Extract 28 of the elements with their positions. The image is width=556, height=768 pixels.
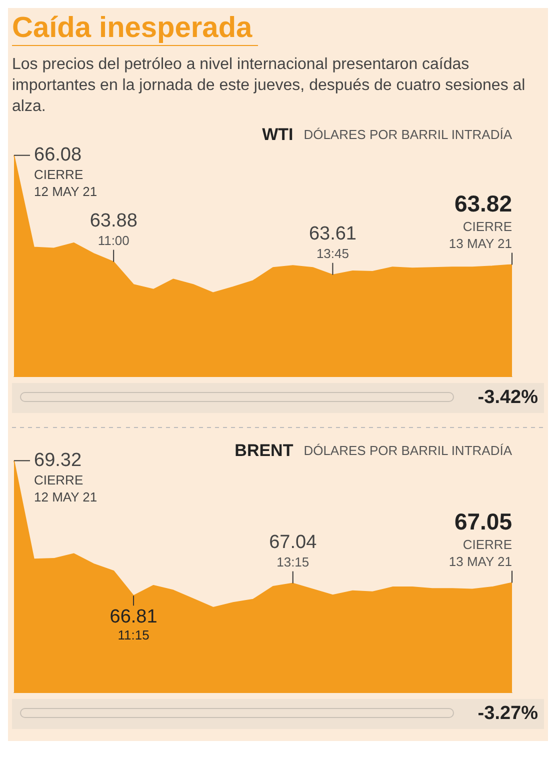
chart-subtitle: Los precios del petróleo a nivel internacional presentaron caídas importantes en la jornada de este jueves, después de cuatro sesiones al alza. xyxy=(12,55,526,117)
annotation: 12 MAY 21 xyxy=(34,489,98,504)
y-axis-title: DÓLARES POR BARRIL INTRADÍA xyxy=(304,127,512,142)
annotation: CIERRE xyxy=(34,472,84,488)
annotation: 11:15 xyxy=(118,628,150,643)
annotation: CIERRE xyxy=(462,218,512,234)
data-label: 66.81 xyxy=(110,606,158,628)
annotation: 11:00 xyxy=(98,232,130,248)
annotation: 13:45 xyxy=(316,246,349,261)
annotation: 13 MAY 21 xyxy=(448,554,512,569)
annotation: 13 MAY 21 xyxy=(448,236,512,251)
text: WTI xyxy=(262,125,294,144)
y-axis-title: DÓLARES POR BARRIL INTRADÍA xyxy=(304,443,512,458)
annotation: CIERRE xyxy=(34,166,84,182)
data-label: 67.05 xyxy=(454,508,512,535)
text: BRENT xyxy=(234,441,294,460)
chart-title: Caída inesperada xyxy=(12,12,258,46)
data-label: 63.61 xyxy=(308,224,356,245)
annotation: 12 MAY 21 xyxy=(34,184,98,199)
annotation: 13:15 xyxy=(276,554,310,570)
data-label: 63.88 xyxy=(90,210,138,232)
data-label: 69.32 xyxy=(34,450,82,471)
data-label: 66.08 xyxy=(34,144,82,166)
annotation: -3.27% xyxy=(478,703,538,725)
data-label: 67.04 xyxy=(269,532,318,554)
annotation: CIERRE xyxy=(462,536,512,552)
data-label: 63.82 xyxy=(454,190,512,217)
annotation: -3.42% xyxy=(478,387,538,409)
